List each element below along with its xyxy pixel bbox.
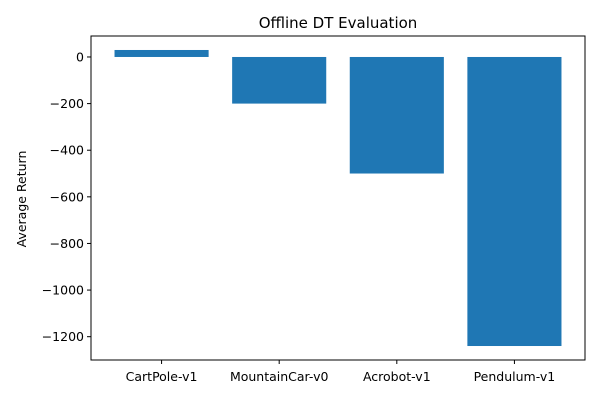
y-tick-label: 0 bbox=[76, 49, 84, 64]
plot-frame bbox=[90, 35, 586, 361]
y-tick-label: −200 bbox=[50, 96, 84, 111]
y-tick-label: −600 bbox=[50, 189, 84, 204]
bar-pendulum-v1 bbox=[467, 56, 562, 347]
y-tick-label: −1200 bbox=[42, 329, 84, 344]
y-axis-label: Average Return bbox=[14, 151, 29, 248]
x-tick-label: Acrobot-v1 bbox=[363, 369, 431, 384]
y-tick-label: −1000 bbox=[42, 283, 84, 298]
y-tick-label: −400 bbox=[50, 143, 84, 158]
y-tick-label: −800 bbox=[50, 236, 84, 251]
x-tick-label: Pendulum-v1 bbox=[474, 369, 556, 384]
y-axis-ticks: 0 −200 −400 −600 −800 −1000 −1200 bbox=[42, 49, 91, 344]
x-tick-label: CartPole-v1 bbox=[126, 369, 198, 384]
chart-title: Offline DT Evaluation bbox=[259, 14, 418, 32]
bars-group bbox=[114, 49, 562, 347]
x-axis-ticks: CartPole-v1 MountainCar-v0 Acrobot-v1 Pendu… bbox=[126, 360, 556, 384]
bar-acrobot-v1 bbox=[349, 56, 444, 174]
bar-cartpole-v1 bbox=[114, 49, 209, 57]
bar-mountaincar-v0 bbox=[232, 56, 327, 104]
x-tick-label: MountainCar-v0 bbox=[230, 369, 329, 384]
